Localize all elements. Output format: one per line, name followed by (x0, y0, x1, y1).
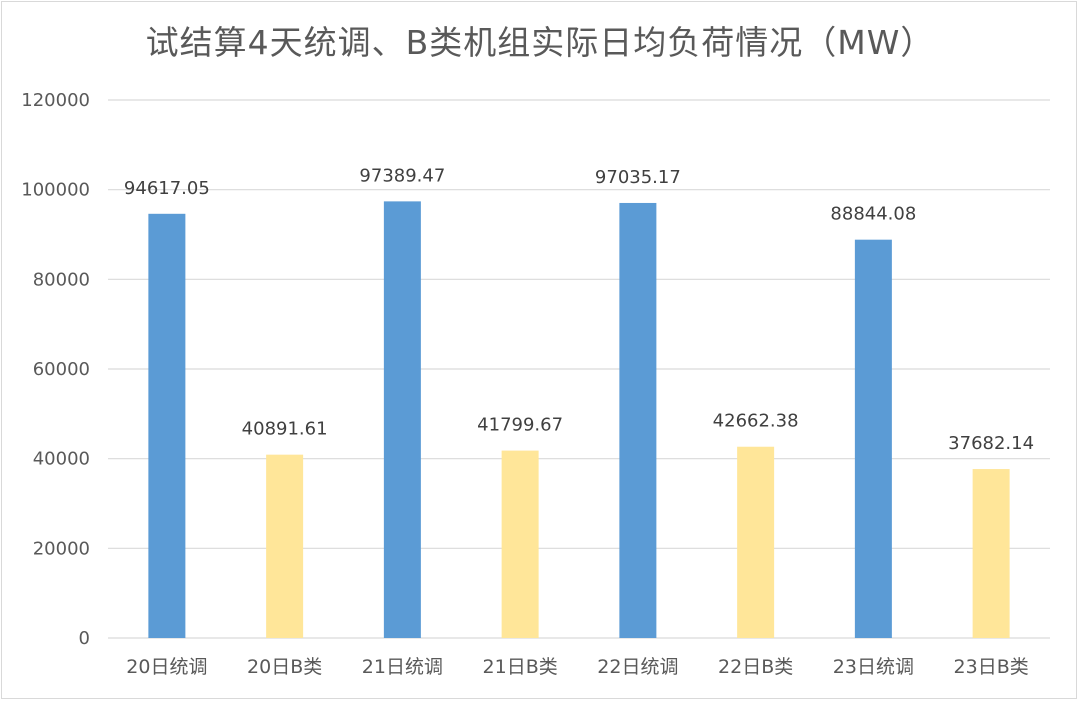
y-tick-label: 100000 (21, 180, 90, 201)
chart-title: 试结算4天统调、B类机组实际日均负荷情况（MW） (145, 23, 935, 62)
y-axis-ticks: 0 20000 40000 60000 80000 100000 120000 (21, 90, 90, 649)
y-tick-label: 40000 (33, 449, 90, 470)
y-tick-label: 0 (79, 628, 90, 649)
data-label: 37682.14 (948, 433, 1034, 454)
y-tick-label: 20000 (33, 538, 90, 559)
x-category-label: 20日统调 (126, 656, 207, 678)
y-tick-label: 80000 (33, 269, 90, 290)
bar (854, 239, 892, 638)
x-category-label: 22日B类 (718, 656, 793, 678)
x-category-label: 23日统调 (833, 656, 914, 678)
x-category-label: 21日统调 (362, 656, 443, 678)
x-axis-categories: 20日统调 20日B类 21日统调 21日B类 22日统调 22日B类 23日统调 23日B类 (126, 656, 1028, 678)
x-category-label: 22日统调 (597, 656, 678, 678)
bar (737, 446, 775, 638)
data-label: 97389.47 (359, 165, 445, 186)
bar (266, 454, 304, 638)
data-labels: 94617.05 40891.61 97389.47 41799.67 97035.17… (124, 165, 1034, 454)
x-category-label: 21日B类 (483, 656, 558, 678)
data-label: 94617.05 (124, 178, 210, 199)
data-label: 42662.38 (713, 411, 799, 432)
x-category-label: 23日B类 (954, 656, 1029, 678)
bar (501, 450, 539, 638)
bar (148, 213, 186, 638)
data-label: 41799.67 (477, 415, 563, 436)
bars (148, 201, 1010, 638)
y-tick-label: 60000 (33, 359, 90, 380)
x-category-label: 20日B类 (247, 656, 322, 678)
data-label: 40891.61 (242, 419, 328, 440)
bar (619, 202, 657, 638)
bar (383, 201, 421, 638)
bar (972, 469, 1010, 638)
data-label: 97035.17 (595, 167, 681, 188)
y-tick-label: 120000 (21, 90, 90, 111)
data-label: 88844.08 (830, 204, 916, 225)
gridlines (108, 99, 1050, 639)
